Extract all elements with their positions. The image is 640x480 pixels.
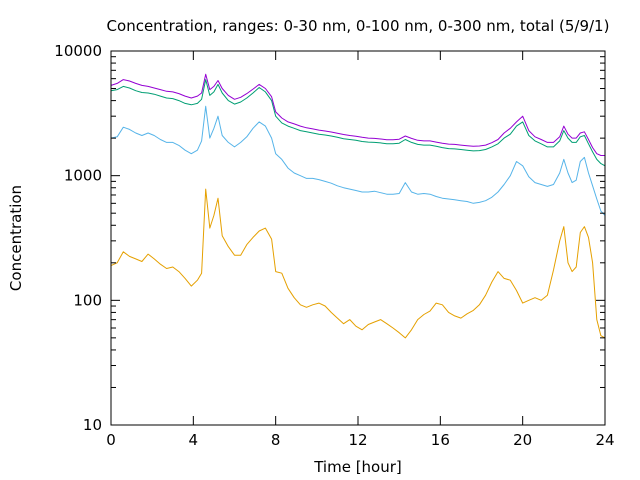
plot-frame [110,50,606,426]
series-line-4 [110,73,605,156]
x-tick-label: 0 [106,431,116,449]
y-tick-label: 1000 [64,167,102,185]
x-tick-label: 12 [348,431,367,449]
series-line-1 [110,188,606,339]
x-tick-label: 8 [271,431,281,449]
y-tick-label: 10000 [54,42,102,60]
series-line-3 [110,79,606,167]
chart-title: Concentration, ranges: 0-30 nm, 0-100 nm… [107,17,610,35]
y-tick-label: 10 [83,416,102,434]
x-tick-label: 24 [595,431,614,449]
y-axis-label: Concentration [7,185,25,291]
x-tick-label: 20 [513,431,532,449]
x-tick-label: 4 [189,431,199,449]
x-axis-label: Time [hour] [313,458,402,476]
series-layer [110,73,606,339]
y-tick-label: 100 [73,291,102,309]
x-tick-label: 16 [431,431,450,449]
axis-layer: 0 4 8 12 16 20 24 10 100 1000 10000 [54,42,614,449]
series-line-2 [110,105,606,216]
